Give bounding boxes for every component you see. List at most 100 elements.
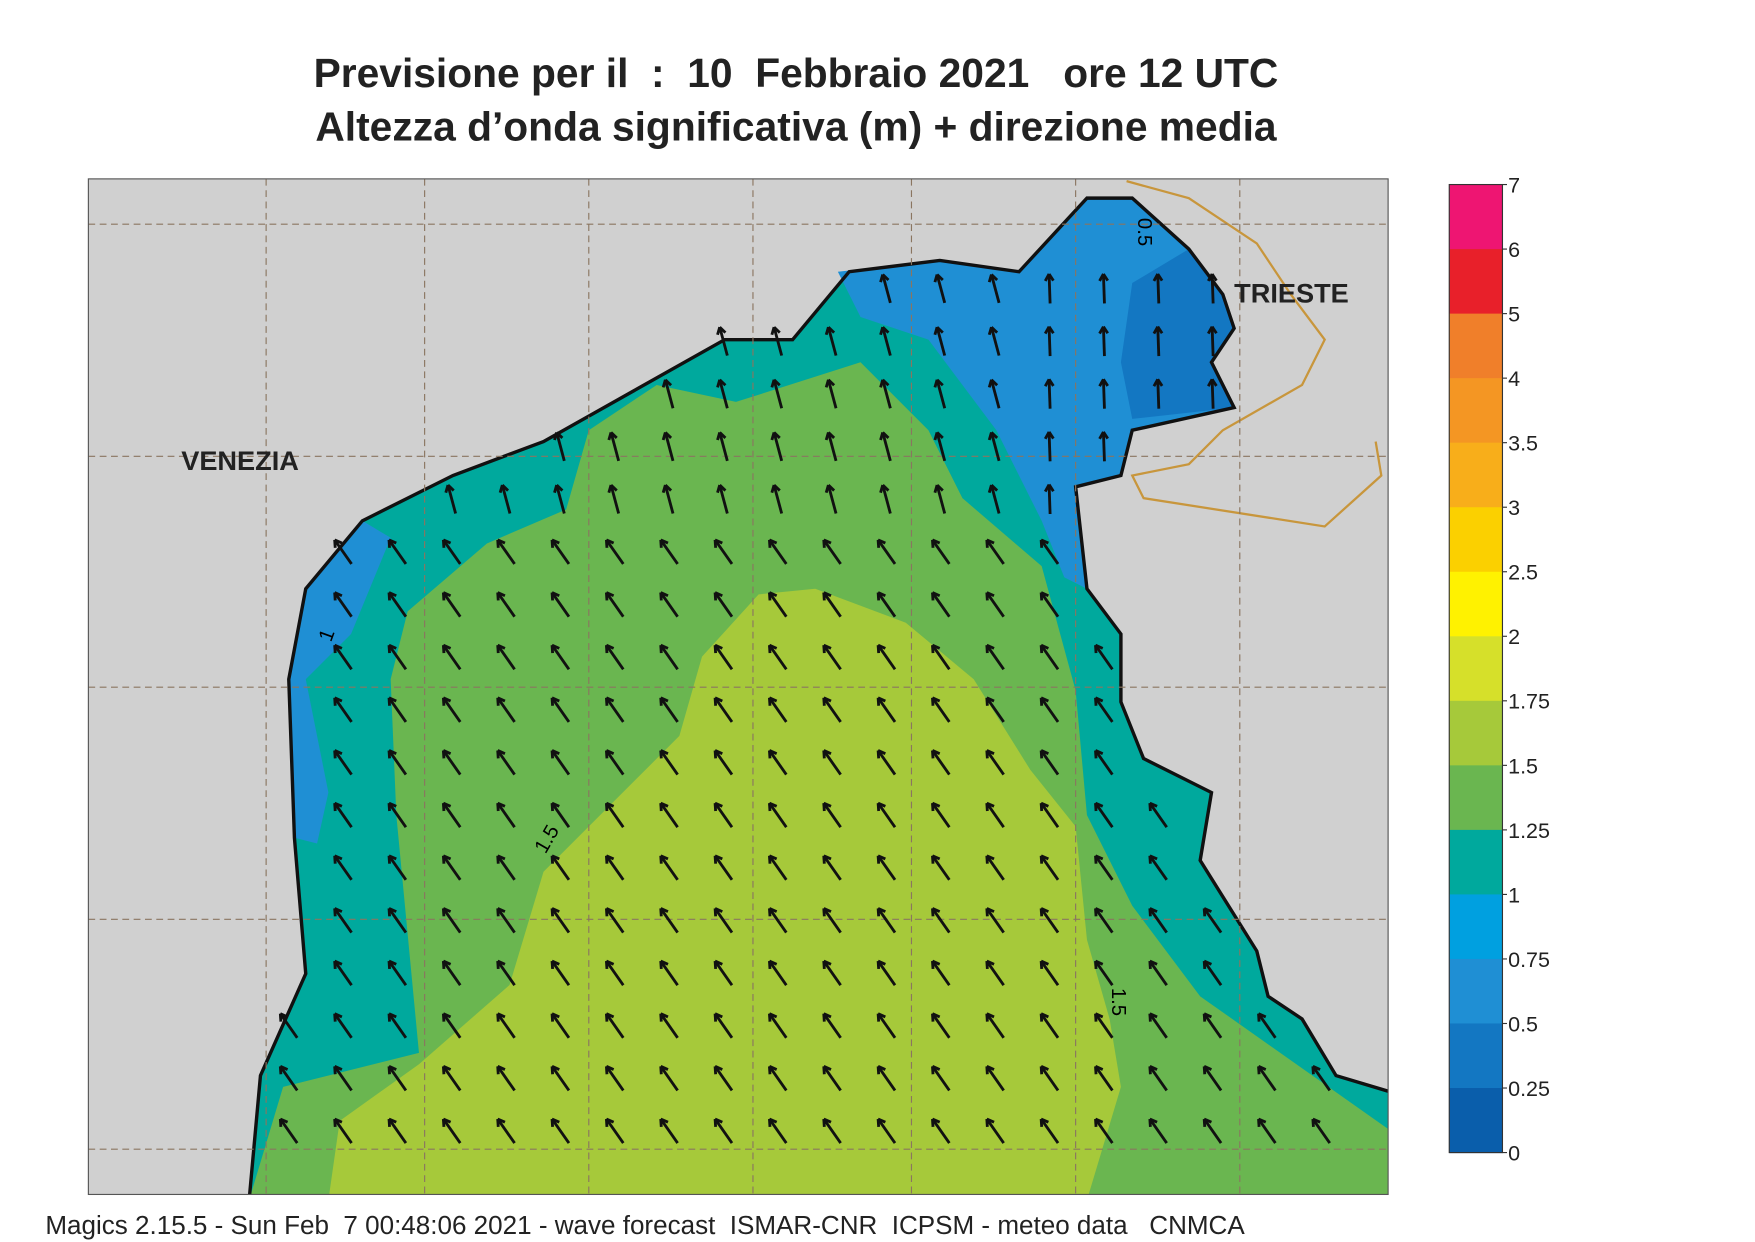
colorbar-swatch xyxy=(1449,313,1503,379)
arrow-head xyxy=(604,645,609,654)
arrow-shaft xyxy=(1039,960,1060,986)
arrow-shaft xyxy=(659,539,679,565)
arrow-shaft xyxy=(496,749,516,776)
arrow-shaft xyxy=(985,1012,1005,1039)
arrow-head xyxy=(333,960,337,970)
arrow-head xyxy=(985,697,989,706)
arrow-shaft xyxy=(387,697,408,723)
arrow-shaft xyxy=(664,379,675,409)
title: Previsione per il : 10 Febbraio 2021 ore… xyxy=(314,50,1279,96)
arrow-head xyxy=(931,697,935,706)
arrow-head xyxy=(659,750,663,759)
arrow-shaft xyxy=(990,484,1001,514)
arrow-head xyxy=(661,379,667,388)
arrow-head xyxy=(333,750,337,759)
arrow-shaft xyxy=(931,749,951,776)
arrow-shaft xyxy=(768,1065,788,1092)
arrow-shaft xyxy=(496,854,516,881)
arrow-shaft xyxy=(713,854,734,881)
arrow-shaft xyxy=(768,1012,788,1039)
arrow-head xyxy=(985,908,989,917)
arrow-shaft xyxy=(387,854,408,881)
arrow-head xyxy=(441,1118,446,1127)
arrow-head xyxy=(987,432,993,441)
arrow-head xyxy=(659,645,663,654)
arrow-shaft xyxy=(605,802,625,829)
arrow-shaft xyxy=(772,484,784,514)
arrow-head xyxy=(1039,697,1044,706)
arrow-head xyxy=(333,697,337,706)
arrow-head xyxy=(1094,1066,1098,1075)
colorbar-swatch xyxy=(1449,700,1503,766)
arrow-shaft xyxy=(659,802,679,829)
arrow-shaft xyxy=(985,591,1005,618)
arrow-shaft xyxy=(496,960,516,986)
arrow-shaft xyxy=(659,644,679,671)
arrow-shaft xyxy=(822,1012,842,1039)
arrow-shaft xyxy=(935,484,947,514)
arrow-head xyxy=(659,803,663,812)
colorbar-swatch xyxy=(1449,765,1503,831)
arrow-shaft xyxy=(496,697,516,723)
subtitle: Altezza d’onda significativa (m) + direz… xyxy=(315,103,1277,149)
arrow-head xyxy=(768,697,772,706)
arrow-head xyxy=(496,855,500,864)
arrow-shaft xyxy=(1039,1118,1060,1144)
arrow-head xyxy=(822,592,826,601)
arrow-head xyxy=(1039,1066,1044,1075)
arrow-shaft xyxy=(333,1012,353,1039)
colorbar-tick-label: 0.5 xyxy=(1508,1012,1538,1036)
arrow-head xyxy=(1152,273,1160,282)
arrow-head xyxy=(1039,855,1044,864)
arrow-shaft xyxy=(1094,1065,1114,1092)
arrow-head xyxy=(1094,1118,1098,1127)
arrow-shaft xyxy=(931,1065,951,1092)
arrow-head xyxy=(659,960,663,970)
arrow-head xyxy=(933,379,939,388)
arrow-shaft xyxy=(605,644,625,671)
direction-arrows xyxy=(278,273,1331,1144)
arrow-shaft xyxy=(1102,273,1106,304)
arrow-shaft xyxy=(1203,1012,1223,1039)
arrow-head xyxy=(931,1118,935,1127)
arrow-shaft xyxy=(931,854,951,881)
arrow-head xyxy=(770,379,776,388)
arrow-shaft xyxy=(442,1012,462,1039)
arrow-head xyxy=(768,645,772,654)
arrow-shaft xyxy=(1203,1118,1223,1144)
colorbar-tick-label: 1.75 xyxy=(1508,690,1550,714)
arrow-head xyxy=(1148,1066,1152,1075)
arrow-head xyxy=(931,539,935,548)
arrow-head xyxy=(659,539,663,548)
colorbar-swatch xyxy=(1449,249,1503,315)
arrow-head xyxy=(1043,431,1051,440)
arrow-head xyxy=(333,803,337,812)
arrow-shaft xyxy=(768,907,788,934)
arrow-shaft xyxy=(1039,749,1060,776)
arrow-head xyxy=(985,645,989,654)
arrow-head xyxy=(496,645,500,654)
arrow-shaft xyxy=(881,274,892,304)
arrow-head xyxy=(713,697,718,706)
arrow-head xyxy=(604,1118,609,1127)
arrow-head xyxy=(1202,960,1207,970)
arrow-head xyxy=(1039,1118,1044,1127)
arrow-head xyxy=(1202,1013,1207,1022)
arrow-head xyxy=(933,326,939,336)
arrow-head xyxy=(333,855,337,864)
colorbar-tick-label: 1.5 xyxy=(1508,754,1538,778)
arrow-head xyxy=(441,855,446,864)
arrow-shaft xyxy=(931,697,951,723)
arrow-shaft xyxy=(876,1065,897,1092)
arrow-shaft xyxy=(713,591,734,618)
arrow-shaft xyxy=(876,697,897,723)
arrow-head xyxy=(985,1118,989,1127)
arrow-shaft xyxy=(500,484,512,514)
arrow-head xyxy=(1094,960,1098,970)
arrow-shaft xyxy=(876,644,897,671)
arrow-shaft xyxy=(881,326,892,356)
arrow-head xyxy=(553,432,559,441)
arrow-head xyxy=(1039,539,1044,548)
colorbar-swatch xyxy=(1449,958,1503,1025)
arrow-head xyxy=(985,1066,989,1075)
